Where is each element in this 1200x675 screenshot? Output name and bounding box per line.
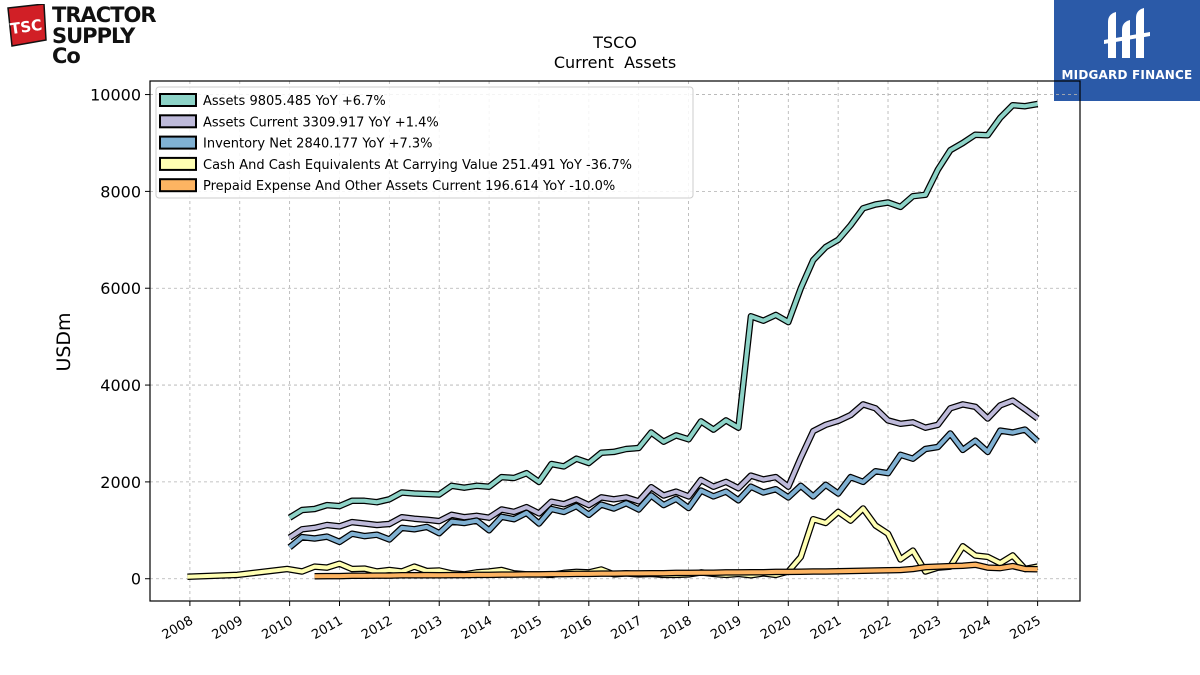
- y-tick-label: 10000: [90, 86, 141, 105]
- midgard-emblem-icon: [1104, 8, 1150, 58]
- series-line: [314, 562, 1038, 579]
- x-tick-label: 2023: [908, 613, 944, 643]
- tsc-badge-text: TSC: [9, 16, 43, 38]
- x-tick-label: 2014: [459, 613, 495, 643]
- tractor-supply-logo: TSC TRACTOR SUPPLY Co: [6, 3, 166, 67]
- x-axis-ticks: 2008 2009 2010 2011 2012 2013 2014 2015 2016 2017…: [160, 601, 1044, 643]
- legend-swatch: [159, 135, 197, 150]
- legend-label: Assets 9805.485 YoY +6.7%: [203, 94, 386, 109]
- tsc-word-line1: TRACTOR: [52, 3, 157, 27]
- x-tick-label: 2024: [958, 613, 994, 643]
- x-tick-label: 2022: [858, 613, 894, 643]
- series-line: [288, 427, 1039, 549]
- legend-swatch: [159, 156, 197, 171]
- x-tick-label: 2011: [309, 613, 345, 643]
- x-tick-label: 2008: [160, 613, 196, 643]
- tsc-badge-icon: TSC: [7, 3, 47, 47]
- series-2: [287, 426, 1040, 550]
- y-tick-label: 2000: [100, 473, 141, 492]
- x-tick-label: 2017: [609, 613, 645, 643]
- legend-label: Inventory Net 2840.177 YoY +7.3%: [203, 137, 433, 152]
- legend-label: Assets Current 3309.917 YoY +1.4%: [203, 115, 439, 130]
- series-1: [287, 397, 1040, 541]
- x-tick-label: 2020: [758, 613, 794, 643]
- chart-title: TSCO: [592, 33, 637, 52]
- legend-swatch: [159, 93, 197, 107]
- legend-label: Prepaid Expense And Other Assets Current…: [203, 179, 615, 194]
- series-4: [314, 561, 1038, 580]
- x-tick-label: 2015: [509, 613, 545, 643]
- y-tick-label: 8000: [100, 182, 141, 201]
- midgard-finance-logo: MIDGARD FINANCE: [1054, 0, 1200, 101]
- x-tick-label: 2012: [359, 613, 395, 643]
- x-tick-label: 2021: [808, 613, 844, 643]
- x-tick-label: 2009: [210, 613, 246, 643]
- y-axis-ticks: 0 2000 4000 6000 8000 10000: [90, 86, 150, 589]
- x-tick-label: 2018: [658, 613, 694, 643]
- legend-swatch: [159, 114, 197, 129]
- series-lines: [187, 100, 1040, 581]
- legend-box: [155, 86, 694, 199]
- tsc-word-line2: SUPPLY Co: [52, 24, 135, 68]
- legend-label: Cash And Cash Equivalents At Carrying Va…: [203, 158, 632, 173]
- x-tick-label: 2025: [1007, 613, 1043, 643]
- series-line: [288, 398, 1039, 540]
- legend-swatch: [159, 178, 197, 193]
- x-tick-label: 2016: [559, 613, 595, 643]
- plot-frame: [149, 80, 1081, 602]
- legend: Assets 9805.485 YoY +6.7% Assets Current …: [155, 86, 694, 199]
- series-0: [287, 100, 1039, 521]
- y-tick-label: 0: [131, 570, 141, 589]
- y-axis-label: USDm: [53, 312, 75, 371]
- midgard-finance-name: MIDGARD FINANCE: [1061, 68, 1193, 82]
- chart-subtitle: Current Assets: [554, 53, 676, 72]
- y-tick-label: 4000: [100, 376, 141, 395]
- series-line: [288, 102, 1038, 520]
- x-tick-label: 2019: [708, 613, 744, 643]
- y-tick-label: 6000: [100, 279, 141, 298]
- x-tick-label: 2013: [409, 613, 445, 643]
- x-tick-label: 2010: [259, 613, 295, 643]
